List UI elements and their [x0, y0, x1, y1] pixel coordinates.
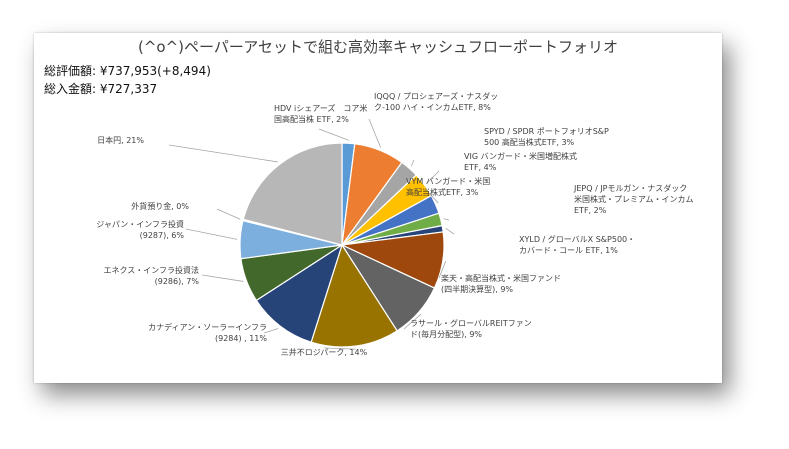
pie-slice	[242, 142, 343, 246]
pie-slice	[255, 243, 344, 343]
slice-label: カナディアン・ソーラーインフラ	[148, 322, 267, 332]
slice-label: (9286), 7%	[155, 277, 200, 286]
leader-line	[438, 260, 447, 279]
slice-label: JEPQ / JPモルガン・ナスダック	[573, 183, 687, 193]
slice-label: 三井不ロジパーク, 14%	[281, 347, 368, 357]
slice-label: 日本円, 21%	[97, 135, 144, 145]
slice-label: 高配当株式ETF, 3%	[406, 187, 479, 197]
slice-label: エネクス・インフラ投資法	[103, 265, 199, 275]
slice-label: 500 高配当株式ETF, 3%	[484, 137, 575, 147]
leader-line	[216, 208, 241, 220]
total-invested: 総入金額: ¥727,337	[44, 81, 157, 96]
chart-title: (^o^)ペーパーアセットで組む高効率キャッシュフローポートフォリオ	[138, 38, 618, 56]
slice-label: ETF, 4%	[464, 163, 497, 172]
leader-line	[443, 218, 450, 221]
leader-lines	[168, 118, 455, 350]
leader-line	[410, 159, 415, 167]
leader-line	[263, 328, 279, 334]
slice-label: ジャパン・インフラ投資	[96, 219, 184, 229]
leader-line	[168, 144, 278, 163]
slice-label: IQQQ / プロシェアーズ・ナスダッ	[374, 91, 498, 101]
slice-label: 米国株式・プレミアム・インカム	[574, 194, 693, 204]
slice-label: SPYD / SPDR ポートフォリオS&P	[484, 127, 609, 136]
leader-line	[403, 313, 422, 330]
pie-slice	[310, 243, 398, 348]
pie-slices	[239, 142, 445, 348]
slice-label: ETF, 2%	[574, 206, 607, 215]
slice-label: 外貨預り金, 0%	[131, 201, 189, 211]
slice-label: (9287), 6%	[140, 231, 185, 240]
slice-label: ド(毎月分配型), 9%	[410, 329, 482, 339]
chart-card: (^o^)ペーパーアセットで組む高効率キャッシュフローポートフォリオ 総評価額:…	[34, 33, 722, 383]
slice-label: XYLD / グローバルX S&P500・	[519, 234, 635, 244]
slice-label: VIG バンガード・米国増配株式	[464, 151, 577, 161]
pie-chart: (^o^)ペーパーアセットで組む高効率キャッシュフローポートフォリオ 総評価額:…	[44, 38, 693, 357]
leader-line	[201, 274, 244, 282]
leader-line	[185, 228, 238, 240]
slice-label: VYM バンガード・米国	[406, 176, 490, 186]
slice-label: 国高配当株 ETF, 2%	[274, 114, 349, 124]
leader-line	[428, 192, 439, 204]
slice-label: 楽天・高配当株式・米国ファンド	[441, 273, 561, 283]
slice-label: HDV iシェアーズ コア米	[274, 103, 367, 113]
total-valuation: 総評価額: ¥737,953(+8,494)	[44, 63, 211, 78]
leader-line	[323, 347, 356, 350]
leader-line	[445, 227, 455, 235]
slice-label: (四半期決算型), 9%	[441, 284, 513, 294]
leader-line	[426, 170, 440, 184]
leader-line	[368, 118, 381, 148]
slice-label: ラサール・グローバルREITファン	[410, 318, 532, 328]
slice-label: ク-100 ハイ・インカムETF, 8%	[374, 103, 491, 112]
leader-line	[318, 128, 349, 141]
slice-label: カバード・コール ETF, 1%	[519, 246, 618, 255]
slice-label: (9284) , 11%	[215, 334, 267, 343]
